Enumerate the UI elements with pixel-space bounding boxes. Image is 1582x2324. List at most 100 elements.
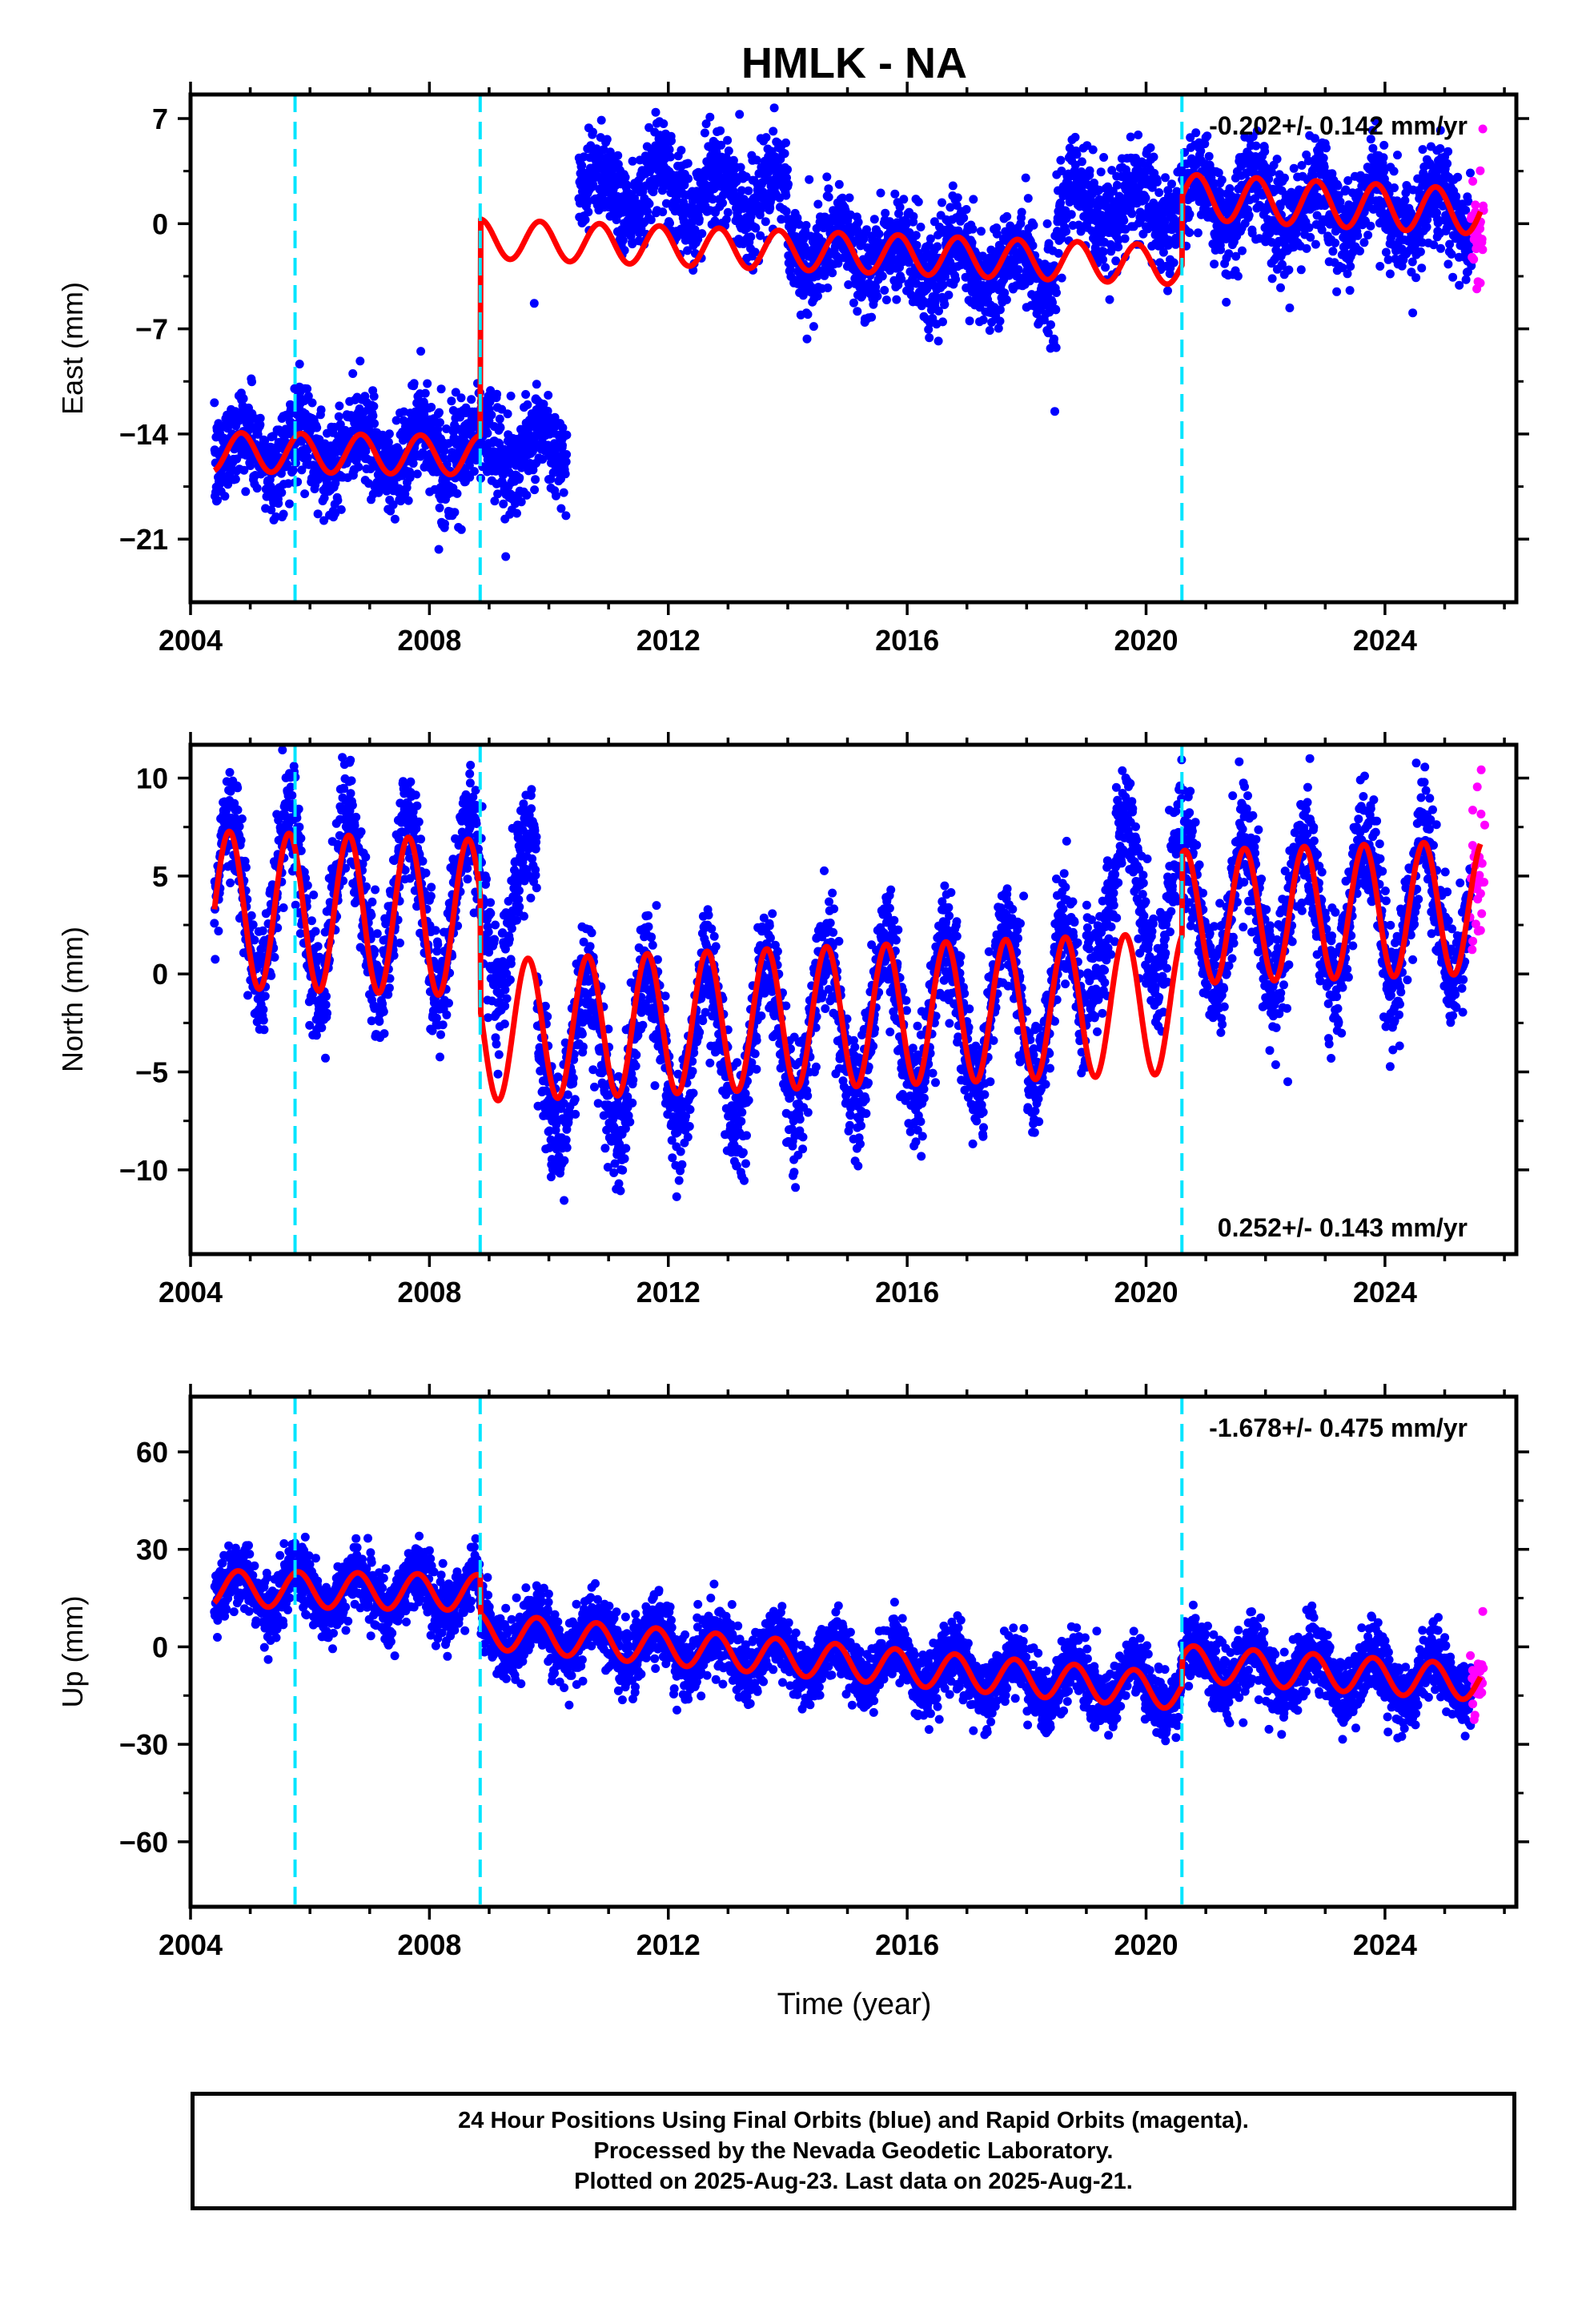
chart-title: HMLK - NA: [741, 39, 967, 87]
data-point: [962, 205, 971, 214]
data-point: [270, 952, 279, 962]
data-point: [925, 333, 934, 343]
data-point: [447, 396, 456, 406]
data-point: [409, 379, 419, 388]
data-point: [877, 271, 887, 281]
data-point: [834, 179, 844, 189]
final-orbit-points-north: [210, 746, 1476, 1205]
data-point: [744, 186, 753, 195]
data-point: [1233, 271, 1243, 281]
data-point: [469, 467, 479, 476]
data-point: [405, 472, 415, 482]
x-tick-label: 2020: [1114, 624, 1178, 657]
data-point: [451, 388, 460, 397]
data-point: [416, 347, 426, 356]
data-point: [1217, 175, 1227, 185]
data-point: [439, 453, 448, 463]
data-point: [558, 423, 568, 432]
data-point: [319, 493, 329, 503]
data-point: [588, 127, 597, 137]
data-point: [995, 305, 1005, 315]
data-point: [260, 991, 270, 1001]
data-point: [1042, 219, 1052, 228]
data-point: [467, 395, 476, 404]
data-point: [434, 545, 444, 554]
data-point: [596, 115, 606, 125]
data-point: [250, 935, 259, 945]
data-point: [1417, 263, 1427, 273]
data-point: [268, 432, 278, 441]
data-point: [1216, 245, 1226, 255]
rapid-data-point: [1468, 176, 1478, 186]
data-point: [1390, 183, 1399, 192]
data-point: [985, 326, 994, 336]
data-point: [1029, 220, 1038, 230]
data-point: [1191, 128, 1201, 138]
data-point: [1014, 265, 1023, 275]
data-point: [420, 388, 430, 398]
data-point: [220, 492, 230, 501]
data-point: [303, 392, 313, 401]
data-point: [1185, 210, 1195, 219]
data-point: [620, 246, 629, 255]
data-point: [620, 172, 630, 182]
data-point: [899, 195, 909, 204]
rapid-data-point: [1476, 166, 1485, 175]
data-point: [666, 152, 675, 162]
data-point: [300, 489, 310, 499]
data-point: [969, 195, 978, 204]
data-point: [665, 145, 674, 155]
plot-area-east: [210, 94, 1488, 602]
data-point: [1289, 163, 1299, 173]
data-point: [876, 188, 885, 198]
data-point: [849, 298, 858, 308]
data-point: [968, 224, 978, 234]
data-point: [1204, 151, 1214, 161]
rate-annotation-east: -0.202+/- 0.142 mm/yr: [1209, 111, 1468, 140]
x-tick-label: 2004: [159, 624, 223, 657]
data-point: [435, 408, 444, 417]
data-point: [436, 418, 444, 428]
x-tick-label: 2016: [875, 624, 939, 657]
data-point: [423, 379, 432, 388]
data-point: [824, 184, 833, 194]
data-point: [1193, 228, 1203, 238]
data-point: [418, 448, 428, 457]
data-point: [1070, 132, 1080, 142]
data-point: [559, 488, 568, 497]
data-point: [746, 232, 756, 242]
data-point: [497, 404, 507, 414]
data-point: [761, 133, 771, 143]
data-point: [977, 227, 986, 236]
data-point: [1251, 141, 1261, 151]
data-point: [916, 223, 926, 231]
data-point: [1408, 308, 1418, 318]
data-point: [1244, 211, 1254, 220]
data-point: [582, 198, 592, 207]
data-point: [522, 490, 532, 500]
data-point: [255, 413, 265, 423]
data-point: [562, 430, 572, 440]
data-point: [288, 465, 298, 475]
data-point: [588, 180, 598, 189]
x-tick-label: 2024: [1353, 624, 1417, 657]
data-point: [453, 435, 463, 444]
data-point: [881, 296, 891, 304]
data-point: [532, 380, 541, 389]
data-point: [247, 377, 256, 387]
data-point: [283, 460, 292, 469]
rapid-data-point: [1479, 201, 1488, 211]
data-point: [736, 163, 745, 172]
data-point: [556, 504, 566, 513]
y-tick-label: −21: [119, 523, 168, 556]
data-point: [580, 215, 590, 224]
data-point: [959, 213, 969, 223]
data-point: [369, 401, 379, 411]
data-point: [1072, 150, 1082, 159]
data-point: [644, 199, 654, 208]
data-point: [802, 334, 812, 344]
data-point: [1284, 265, 1294, 275]
data-point: [1051, 343, 1061, 352]
data-point: [560, 469, 570, 479]
data-point: [370, 419, 379, 428]
